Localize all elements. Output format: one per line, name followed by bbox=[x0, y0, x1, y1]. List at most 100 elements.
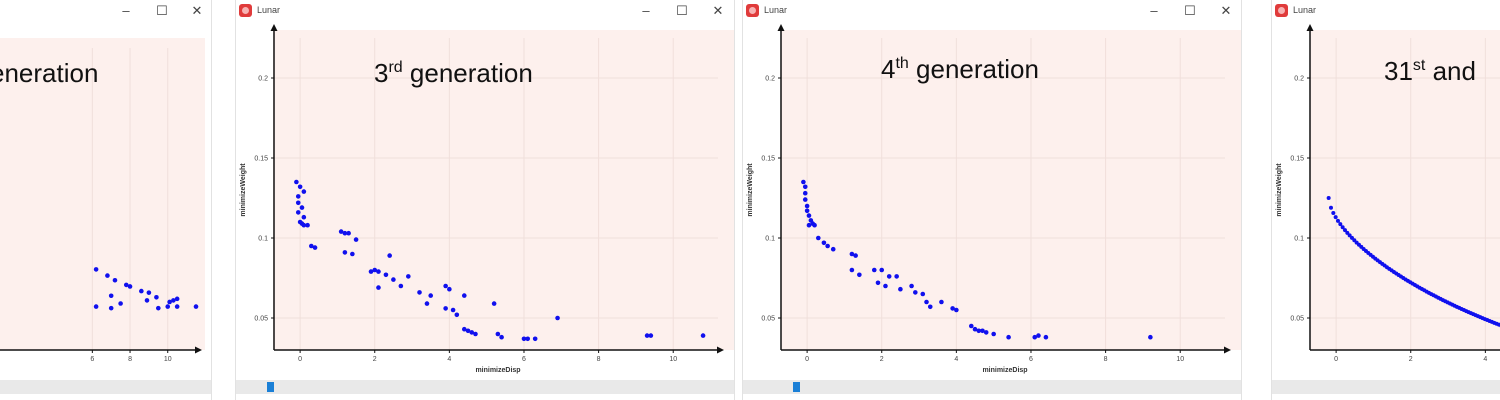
data-point bbox=[112, 277, 118, 283]
data-point bbox=[469, 330, 475, 335]
data-point bbox=[171, 298, 176, 303]
window-title: Lunar bbox=[257, 5, 281, 15]
data-point bbox=[346, 230, 351, 236]
data-point bbox=[353, 237, 359, 242]
data-point bbox=[108, 293, 114, 299]
window-gen-3: Lunar – ☐ ✕ 0 2 4 6 8 10 0.05 0.1 0.15 0.2 3rd gen… bbox=[235, 0, 735, 400]
data-point bbox=[338, 229, 344, 234]
generation-number: 31 bbox=[1384, 56, 1413, 86]
data-point bbox=[812, 222, 817, 228]
data-point bbox=[525, 336, 531, 342]
x-tick-label: 2 bbox=[1409, 356, 1413, 363]
data-point bbox=[123, 282, 129, 288]
y-tick-label: 0.2 bbox=[258, 76, 268, 83]
y-axis-label: minimizeWeight bbox=[240, 163, 247, 217]
data-point bbox=[521, 336, 527, 342]
data-point bbox=[368, 269, 374, 274]
generation-word: and bbox=[1425, 56, 1476, 86]
minimize-button[interactable]: – bbox=[122, 3, 130, 18]
data-point bbox=[424, 301, 430, 306]
generation-ordinal-suffix: th bbox=[895, 55, 908, 72]
data-point bbox=[1328, 205, 1333, 210]
data-point bbox=[376, 285, 381, 290]
data-point bbox=[447, 286, 452, 292]
app-icon bbox=[746, 4, 759, 17]
x-tick-label: 0 bbox=[805, 356, 809, 363]
data-point bbox=[491, 301, 497, 306]
data-point bbox=[806, 213, 812, 218]
data-point bbox=[816, 235, 821, 241]
data-point bbox=[924, 299, 929, 305]
minimize-button[interactable]: – bbox=[1150, 3, 1158, 18]
data-point bbox=[939, 299, 944, 305]
data-point bbox=[146, 290, 152, 295]
data-point bbox=[193, 304, 199, 309]
horizontal-scrollbar[interactable] bbox=[236, 380, 734, 394]
y-axis-label: minimizeWeight bbox=[1276, 163, 1283, 217]
x-tick-label: 8 bbox=[1104, 356, 1108, 363]
window-gen-2: – ☐ ✕ 6810enerationdisp bbox=[0, 0, 212, 400]
data-point bbox=[499, 334, 504, 340]
minimize-button[interactable]: – bbox=[642, 3, 650, 18]
horizontal-scrollbar[interactable] bbox=[1272, 380, 1500, 394]
y-tick-label: 0.2 bbox=[1294, 76, 1304, 83]
scrollbar-thumb[interactable] bbox=[267, 382, 274, 392]
generation-title: 4th generation bbox=[881, 54, 1039, 84]
data-point bbox=[804, 208, 810, 214]
maximize-button[interactable]: ☐ bbox=[1184, 3, 1196, 18]
data-point bbox=[417, 290, 422, 295]
x-tick-label: 6 bbox=[522, 356, 526, 363]
generation-number: 3 bbox=[374, 58, 388, 88]
data-point bbox=[968, 323, 974, 329]
maximize-button[interactable]: ☐ bbox=[676, 3, 688, 18]
generation-word: generation bbox=[909, 54, 1039, 84]
data-point bbox=[473, 331, 478, 337]
x-tick-label: 4 bbox=[447, 356, 451, 363]
horizontal-scrollbar[interactable] bbox=[0, 380, 211, 394]
data-point bbox=[301, 189, 307, 194]
data-point bbox=[165, 304, 171, 309]
plot-panel bbox=[273, 30, 734, 350]
data-point bbox=[461, 293, 467, 298]
scatter-plot: 0 2 4 0.05 0.1 0.15 0.2 31st and minimizeWeight bbox=[1276, 24, 1500, 363]
close-button[interactable]: ✕ bbox=[191, 3, 203, 18]
window-title-bar: Lunar – ☐ ✕ bbox=[236, 0, 734, 22]
data-point bbox=[295, 200, 301, 206]
data-point bbox=[804, 203, 810, 209]
close-button[interactable]: ✕ bbox=[712, 3, 724, 18]
x-tick-label: 8 bbox=[597, 356, 601, 363]
data-point bbox=[1006, 334, 1011, 340]
generation-number: 4 bbox=[881, 54, 895, 84]
window-title: Lunar bbox=[1293, 5, 1317, 15]
y-axis-arrow bbox=[777, 24, 785, 31]
scrollbar-thumb[interactable] bbox=[793, 382, 800, 392]
data-point bbox=[1342, 228, 1347, 233]
data-point bbox=[118, 301, 123, 306]
data-point bbox=[976, 328, 982, 334]
data-point bbox=[350, 251, 355, 257]
x-axis-arrow bbox=[195, 346, 202, 354]
data-point bbox=[443, 283, 448, 289]
data-point bbox=[913, 290, 918, 295]
data-point bbox=[825, 243, 830, 249]
y-axis-arrow bbox=[1306, 24, 1314, 31]
data-point bbox=[174, 296, 180, 302]
close-button[interactable]: ✕ bbox=[1220, 3, 1232, 18]
data-point bbox=[1043, 334, 1049, 340]
data-point bbox=[849, 267, 855, 273]
y-tick-label: 0.1 bbox=[258, 236, 268, 243]
data-point bbox=[299, 221, 305, 226]
generation-title: 3rd generation bbox=[374, 58, 533, 88]
window-title-bar: Lunar bbox=[1272, 0, 1500, 22]
x-tick-label: 2 bbox=[373, 356, 377, 363]
data-point bbox=[883, 283, 888, 289]
data-point bbox=[309, 243, 314, 249]
horizontal-scrollbar[interactable] bbox=[743, 380, 1241, 394]
data-point bbox=[174, 304, 180, 309]
data-point bbox=[950, 306, 955, 311]
data-point bbox=[301, 214, 307, 220]
maximize-button[interactable]: ☐ bbox=[156, 3, 168, 18]
data-point bbox=[821, 240, 827, 246]
data-point bbox=[954, 307, 959, 313]
data-point bbox=[849, 251, 855, 257]
